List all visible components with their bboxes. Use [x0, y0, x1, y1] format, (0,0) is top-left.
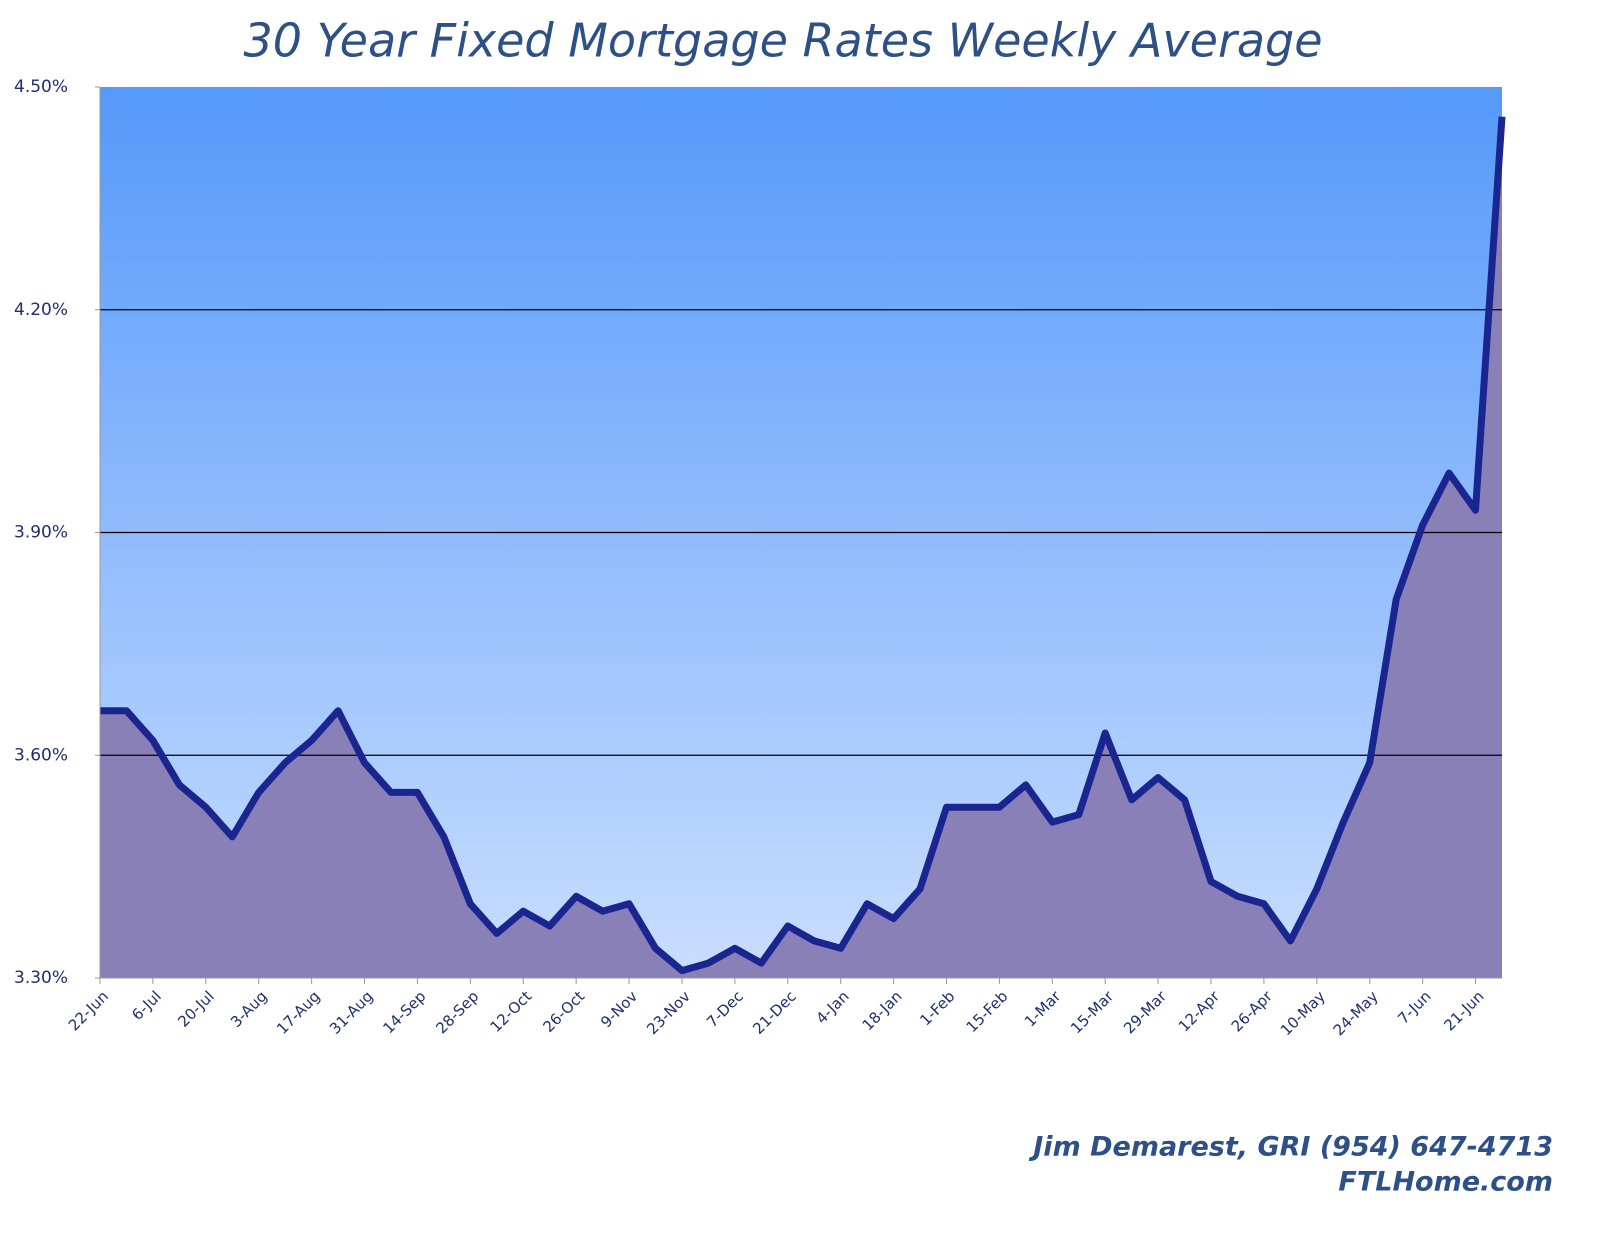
- x-tick-label: 15-Mar: [1067, 987, 1118, 1038]
- x-tick-label: 10-May: [1277, 987, 1329, 1039]
- x-tick-label: 24-May: [1330, 987, 1382, 1039]
- x-tick-label: 4-Jan: [812, 987, 852, 1027]
- y-tick-label: 4.50%: [14, 77, 68, 97]
- x-tick-label: 20-Jul: [174, 987, 217, 1030]
- x-tick-label: 14-Sep: [379, 987, 429, 1037]
- x-tick-label: 7-Dec: [703, 987, 747, 1031]
- area: [100, 116, 1502, 978]
- x-tick-label: 6-Jul: [128, 987, 165, 1024]
- x-tick-label: 17-Aug: [273, 987, 324, 1038]
- x-tick-label: 22-Jun: [65, 987, 112, 1034]
- x-tick-label: 12-Oct: [487, 987, 536, 1036]
- y-tick-label: 3.30%: [14, 968, 68, 988]
- footer-line: FTLHome.com: [1338, 1167, 1553, 1198]
- y-tick-label: 4.20%: [14, 300, 68, 320]
- x-tick-label: 1-Mar: [1021, 987, 1065, 1031]
- chart-title: 30 Year Fixed Mortgage Rates Weekly Aver…: [243, 14, 1322, 68]
- x-tick-label: 26-Oct: [539, 987, 588, 1036]
- x-tick-label: 23-Nov: [643, 987, 694, 1038]
- x-tick-label: 21-Jun: [1440, 987, 1487, 1034]
- x-tick-label: 21-Dec: [749, 987, 800, 1038]
- x-tick-label: 31-Aug: [326, 987, 377, 1038]
- footer-line: Jim Demarest, GRI (954) 647-4713: [1028, 1132, 1553, 1163]
- x-tick-label: 3-Aug: [227, 987, 271, 1031]
- x-tick-label: 1-Feb: [916, 987, 958, 1029]
- x-tick-label: 28-Sep: [432, 987, 482, 1037]
- x-tick-label: 12-Apr: [1175, 987, 1224, 1036]
- x-tick-label: 9-Nov: [597, 987, 641, 1031]
- line: [100, 116, 1506, 975]
- x-tick-label: 18-Jan: [859, 987, 906, 1034]
- x-tick-label: 29-Mar: [1120, 987, 1171, 1038]
- x-tick-label: 7-Jun: [1394, 987, 1434, 1027]
- x-tick-label: 15-Feb: [963, 987, 1012, 1036]
- x-tick-label: 26-Apr: [1228, 987, 1277, 1036]
- y-tick-label: 3.90%: [14, 523, 68, 543]
- y-tick-label: 3.60%: [14, 745, 68, 765]
